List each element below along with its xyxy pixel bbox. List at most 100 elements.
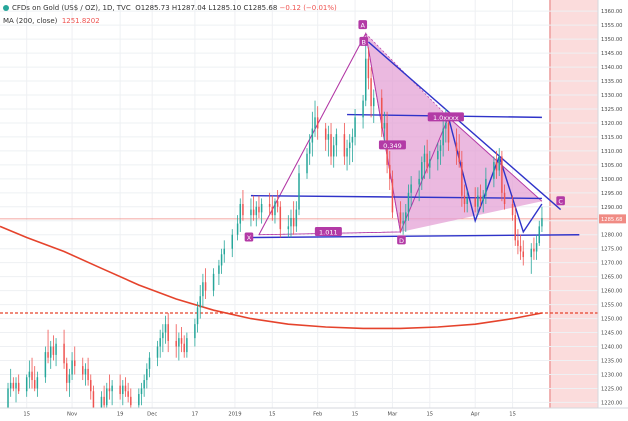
candle-body xyxy=(127,391,129,397)
candle-body xyxy=(108,388,111,392)
trend-line xyxy=(367,41,562,211)
candle-body xyxy=(162,332,164,339)
ma-label[interactable]: MA (200, close) xyxy=(3,17,58,25)
candle-body xyxy=(292,217,295,227)
label-x: X xyxy=(247,234,252,242)
candle-body xyxy=(477,195,479,207)
candle-body xyxy=(196,307,199,325)
ma-value: 1251.8202 xyxy=(61,17,100,25)
candle-body xyxy=(100,396,103,408)
candle-body xyxy=(533,248,535,252)
price-tick-label: 1255.00 xyxy=(601,303,622,309)
candle-body xyxy=(156,346,159,358)
candle-body xyxy=(362,100,364,118)
price-axis[interactable]: 1360.00 1355.00 1350.00 1345.00 1340.00 1335.… xyxy=(597,0,628,421)
candle-body xyxy=(535,243,538,252)
candle-body xyxy=(122,385,124,395)
symbol-title[interactable]: CFDs on Gold (US$ / OZ), 1D, TVC xyxy=(12,4,131,12)
candle-body xyxy=(330,134,332,157)
candle-body xyxy=(63,343,65,364)
candle-body xyxy=(399,212,402,224)
candle-body xyxy=(437,150,439,160)
time-tick-label: Apr xyxy=(471,412,481,418)
time-tick-label: 15 xyxy=(269,412,276,418)
candle-body xyxy=(28,371,31,378)
candle-body xyxy=(445,122,447,129)
price-tick-label: 1225.00 xyxy=(601,386,622,392)
ratio-xab-bg xyxy=(314,226,342,236)
ma-200-line xyxy=(0,225,543,330)
candle-body xyxy=(348,142,351,149)
candle-body xyxy=(514,215,516,241)
candle-body xyxy=(463,195,466,204)
candle-body xyxy=(316,117,319,129)
label-d-lower: D xyxy=(399,237,404,245)
time-tick-label: 15 xyxy=(427,412,434,418)
price-tick-label: 1315.00 xyxy=(601,135,622,141)
candles[interactable] xyxy=(7,44,543,421)
candle-body xyxy=(55,343,57,355)
candle-body xyxy=(423,153,426,163)
candle-body xyxy=(493,162,495,179)
candle-body xyxy=(327,134,330,140)
candle-body xyxy=(314,117,316,129)
price-tick-label: 1305.00 xyxy=(601,163,622,169)
candle-body xyxy=(47,352,49,358)
candle-body xyxy=(199,296,201,308)
candle-body xyxy=(111,385,113,392)
price-tick-label: 1260.00 xyxy=(601,289,622,295)
price-axis-bg xyxy=(598,0,628,421)
candle-body xyxy=(231,234,234,249)
time-tick-label: Dec xyxy=(147,412,157,418)
candle-body xyxy=(124,385,127,392)
time-tick-label: Nov xyxy=(67,412,77,418)
candle-body xyxy=(402,220,404,224)
candle-body xyxy=(410,184,412,193)
price-tick-label: 1275.00 xyxy=(601,247,622,253)
candle-body xyxy=(148,357,151,369)
candle-body xyxy=(146,368,148,381)
candle-body xyxy=(65,363,68,383)
candle-body xyxy=(503,192,506,204)
candle-body xyxy=(517,240,519,246)
price-tick-label: 1280.00 xyxy=(601,233,622,239)
moving-average xyxy=(0,225,543,330)
ohlc-open: O1285.73 xyxy=(135,4,170,12)
candle-body xyxy=(167,324,169,341)
candle-body xyxy=(290,217,292,227)
candle-body xyxy=(218,265,220,274)
price-tick-label: 1360.00 xyxy=(601,9,622,15)
price-tick-label: 1325.00 xyxy=(601,107,622,113)
candle-body xyxy=(364,58,367,101)
candle-body xyxy=(511,204,514,216)
candle-body xyxy=(383,122,386,129)
candle-body xyxy=(351,136,354,143)
time-axis[interactable]: 15 Nov 19 Dec 17 2019 15 Feb 15 Mar 15 Apr 15 xyxy=(0,407,628,421)
candle-body xyxy=(389,164,391,179)
price-tick-label: 1300.00 xyxy=(601,177,622,183)
price-tick-label: 1245.00 xyxy=(601,331,622,337)
candle-body xyxy=(426,153,428,168)
ratio-abc: 0.349 xyxy=(383,142,402,150)
price-tick-label: 1320.00 xyxy=(601,121,622,127)
candle-body xyxy=(271,206,274,216)
candle-body xyxy=(287,226,290,230)
last-price-tag xyxy=(599,214,626,224)
ratio-xab: 1.011 xyxy=(319,228,338,236)
candle-body xyxy=(183,343,185,353)
price-tick-label: 1340.00 xyxy=(601,65,622,71)
candle-body xyxy=(140,388,143,395)
candle-body xyxy=(119,385,121,395)
pattern-xb-line xyxy=(258,231,401,236)
candle-body xyxy=(250,209,252,216)
price-tick-label: 1240.00 xyxy=(601,345,622,351)
candle-body xyxy=(204,282,207,291)
label-c: C xyxy=(558,198,563,206)
candle-body xyxy=(17,382,20,392)
candle-body xyxy=(346,148,348,157)
pattern-fill xyxy=(365,33,542,232)
candle-body xyxy=(479,195,482,202)
candle-body xyxy=(295,209,298,227)
